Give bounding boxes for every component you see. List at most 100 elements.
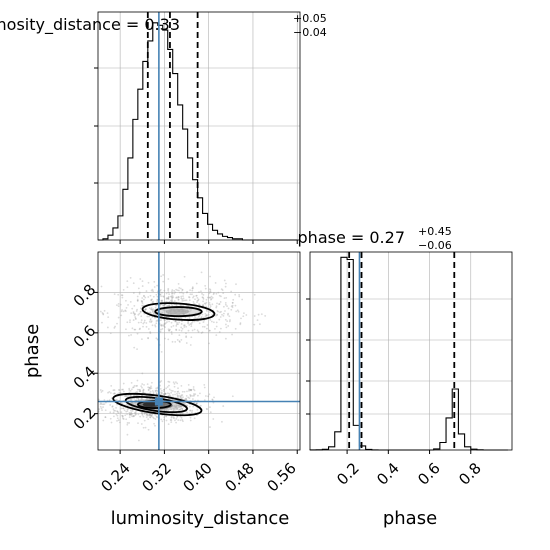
scatter-point — [167, 278, 170, 280]
scatter-point — [180, 385, 183, 387]
contour-line — [141, 302, 216, 321]
scatter-point — [181, 394, 184, 396]
scatter-point — [170, 421, 173, 423]
scatter-point — [208, 329, 211, 332]
scatter-point — [214, 327, 216, 330]
scatter-point — [120, 310, 123, 313]
scatter-point — [160, 295, 163, 298]
scatter-point — [181, 407, 184, 410]
scatter-point — [149, 312, 152, 314]
scatter-point — [180, 338, 183, 341]
scatter-point — [188, 299, 191, 302]
scatter-point — [100, 402, 102, 405]
scatter-point — [228, 315, 231, 318]
scatter-point — [257, 313, 260, 316]
scatter-point — [165, 297, 168, 299]
scatter-point — [185, 299, 188, 302]
scatter-point — [143, 412, 146, 415]
scatter-point — [113, 409, 115, 412]
scatter-point — [174, 393, 176, 396]
scatter-point — [121, 309, 123, 311]
scatter-point — [152, 300, 155, 303]
scatter-point — [187, 384, 190, 386]
scatter-point — [191, 289, 194, 292]
scatter-point — [201, 292, 203, 295]
scatter-point — [209, 296, 212, 299]
scatter-point — [115, 413, 118, 416]
scatter-point — [222, 292, 225, 295]
scatter-point — [180, 304, 183, 307]
scatter-point — [259, 323, 261, 326]
scatter-point — [241, 298, 244, 301]
scatter-point — [142, 391, 144, 394]
scatter-point — [145, 322, 148, 324]
scatter-point — [202, 293, 205, 296]
scatter-point — [167, 291, 170, 294]
scatter-point — [224, 318, 227, 321]
scatter-point — [159, 330, 162, 333]
scatter-point — [162, 304, 164, 307]
scatter-point — [175, 381, 177, 384]
scatter-point — [183, 324, 185, 327]
scatter-point — [164, 322, 167, 324]
scatter-point — [188, 412, 191, 415]
scatter-point — [187, 322, 189, 325]
scatter-point — [128, 413, 131, 416]
scatter-point — [201, 296, 204, 299]
scatter-point — [177, 296, 180, 299]
scatter-point — [130, 381, 133, 384]
scatter-point — [140, 385, 143, 388]
tick-label: 0.4 — [70, 363, 100, 393]
scatter-point — [190, 394, 192, 397]
scatter-point — [132, 386, 135, 389]
scatter-point — [128, 416, 131, 419]
scatter-point — [130, 334, 132, 336]
scatter-point — [178, 392, 181, 395]
panel-frame — [309, 251, 513, 451]
scatter-point — [103, 399, 106, 401]
scatter-point — [126, 321, 129, 324]
scatter-point — [190, 389, 192, 392]
scatter-point — [169, 295, 172, 298]
scatter-point — [142, 415, 145, 418]
scatter-point — [141, 280, 144, 283]
scatter-point — [118, 392, 121, 394]
scatter-point — [149, 318, 152, 320]
scatter-point — [163, 388, 165, 391]
scatter-point — [112, 392, 115, 395]
scatter-point — [210, 295, 213, 298]
scatter-point — [143, 295, 145, 298]
scatter-point — [193, 315, 196, 318]
scatter-point — [185, 336, 188, 339]
scatter-point — [104, 416, 107, 418]
scatter-point — [180, 291, 183, 294]
scatter-point — [144, 309, 147, 311]
scatter-point — [141, 383, 144, 385]
scatter-point — [116, 420, 118, 422]
scatter-point — [180, 297, 183, 300]
scatter-point — [176, 321, 178, 324]
scatter-point — [164, 326, 166, 329]
scatter-point — [145, 416, 148, 419]
scatter-point — [151, 301, 154, 304]
scatter-point — [168, 293, 171, 296]
scatter-point — [178, 395, 181, 397]
scatter-point — [170, 389, 173, 392]
scatter-point — [132, 292, 135, 294]
scatter-point — [182, 292, 185, 295]
scatter-point — [149, 294, 152, 297]
scatter-point — [180, 394, 183, 397]
scatter-point — [153, 280, 156, 283]
scatter-point — [201, 316, 203, 318]
scatter-point — [171, 340, 174, 343]
scatter-point — [129, 389, 132, 392]
scatter-point — [130, 398, 133, 401]
scatter-point — [167, 328, 170, 331]
scatter-point — [204, 315, 207, 318]
scatter-point — [182, 405, 185, 408]
scatter-point — [190, 325, 193, 328]
scatter-point — [227, 313, 229, 316]
scatter-point — [152, 391, 155, 394]
scatter-point — [230, 305, 233, 308]
scatter-point — [256, 319, 259, 322]
